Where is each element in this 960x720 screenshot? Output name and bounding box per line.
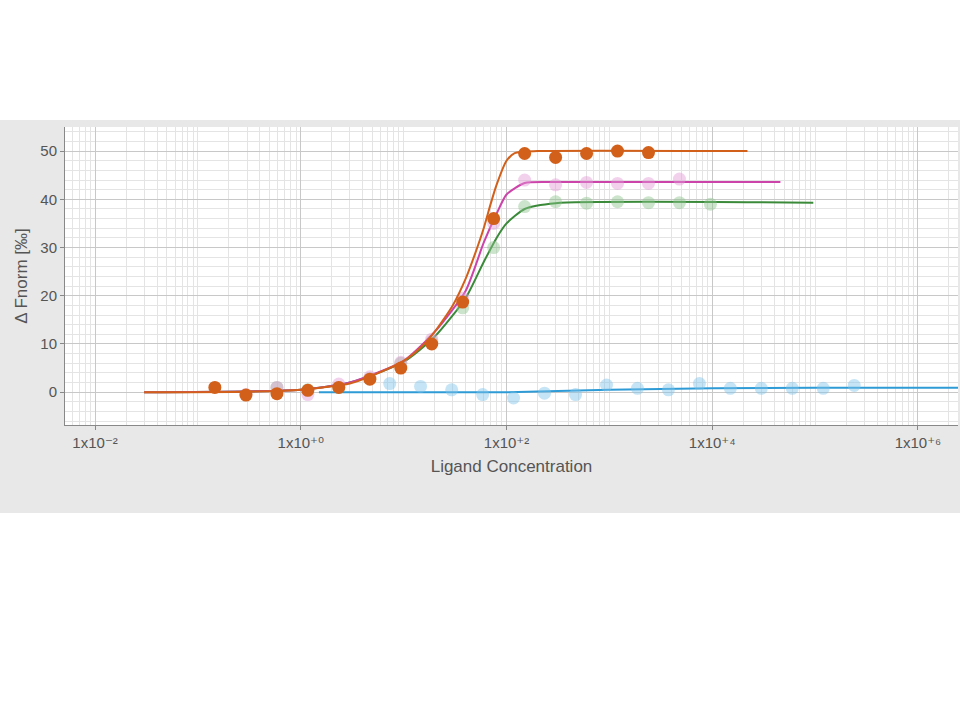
svg-text:1x10⁺²: 1x10⁺² xyxy=(484,434,529,451)
svg-text:1x10⁺⁶: 1x10⁺⁶ xyxy=(895,434,942,451)
svg-text:Ligand Concentration: Ligand Concentration xyxy=(431,457,593,476)
svg-text:30: 30 xyxy=(40,239,57,256)
svg-text:1x10⁺⁰: 1x10⁺⁰ xyxy=(278,434,324,451)
svg-text:Δ Fnorm [‰]: Δ Fnorm [‰] xyxy=(12,228,31,323)
svg-text:1x10⁻²: 1x10⁻² xyxy=(72,434,117,451)
svg-text:1x10⁺⁴: 1x10⁺⁴ xyxy=(689,434,736,451)
svg-text:10: 10 xyxy=(40,335,57,352)
svg-text:50: 50 xyxy=(40,142,57,159)
svg-text:40: 40 xyxy=(40,191,57,208)
svg-text:20: 20 xyxy=(40,287,57,304)
svg-text:0: 0 xyxy=(49,383,57,400)
